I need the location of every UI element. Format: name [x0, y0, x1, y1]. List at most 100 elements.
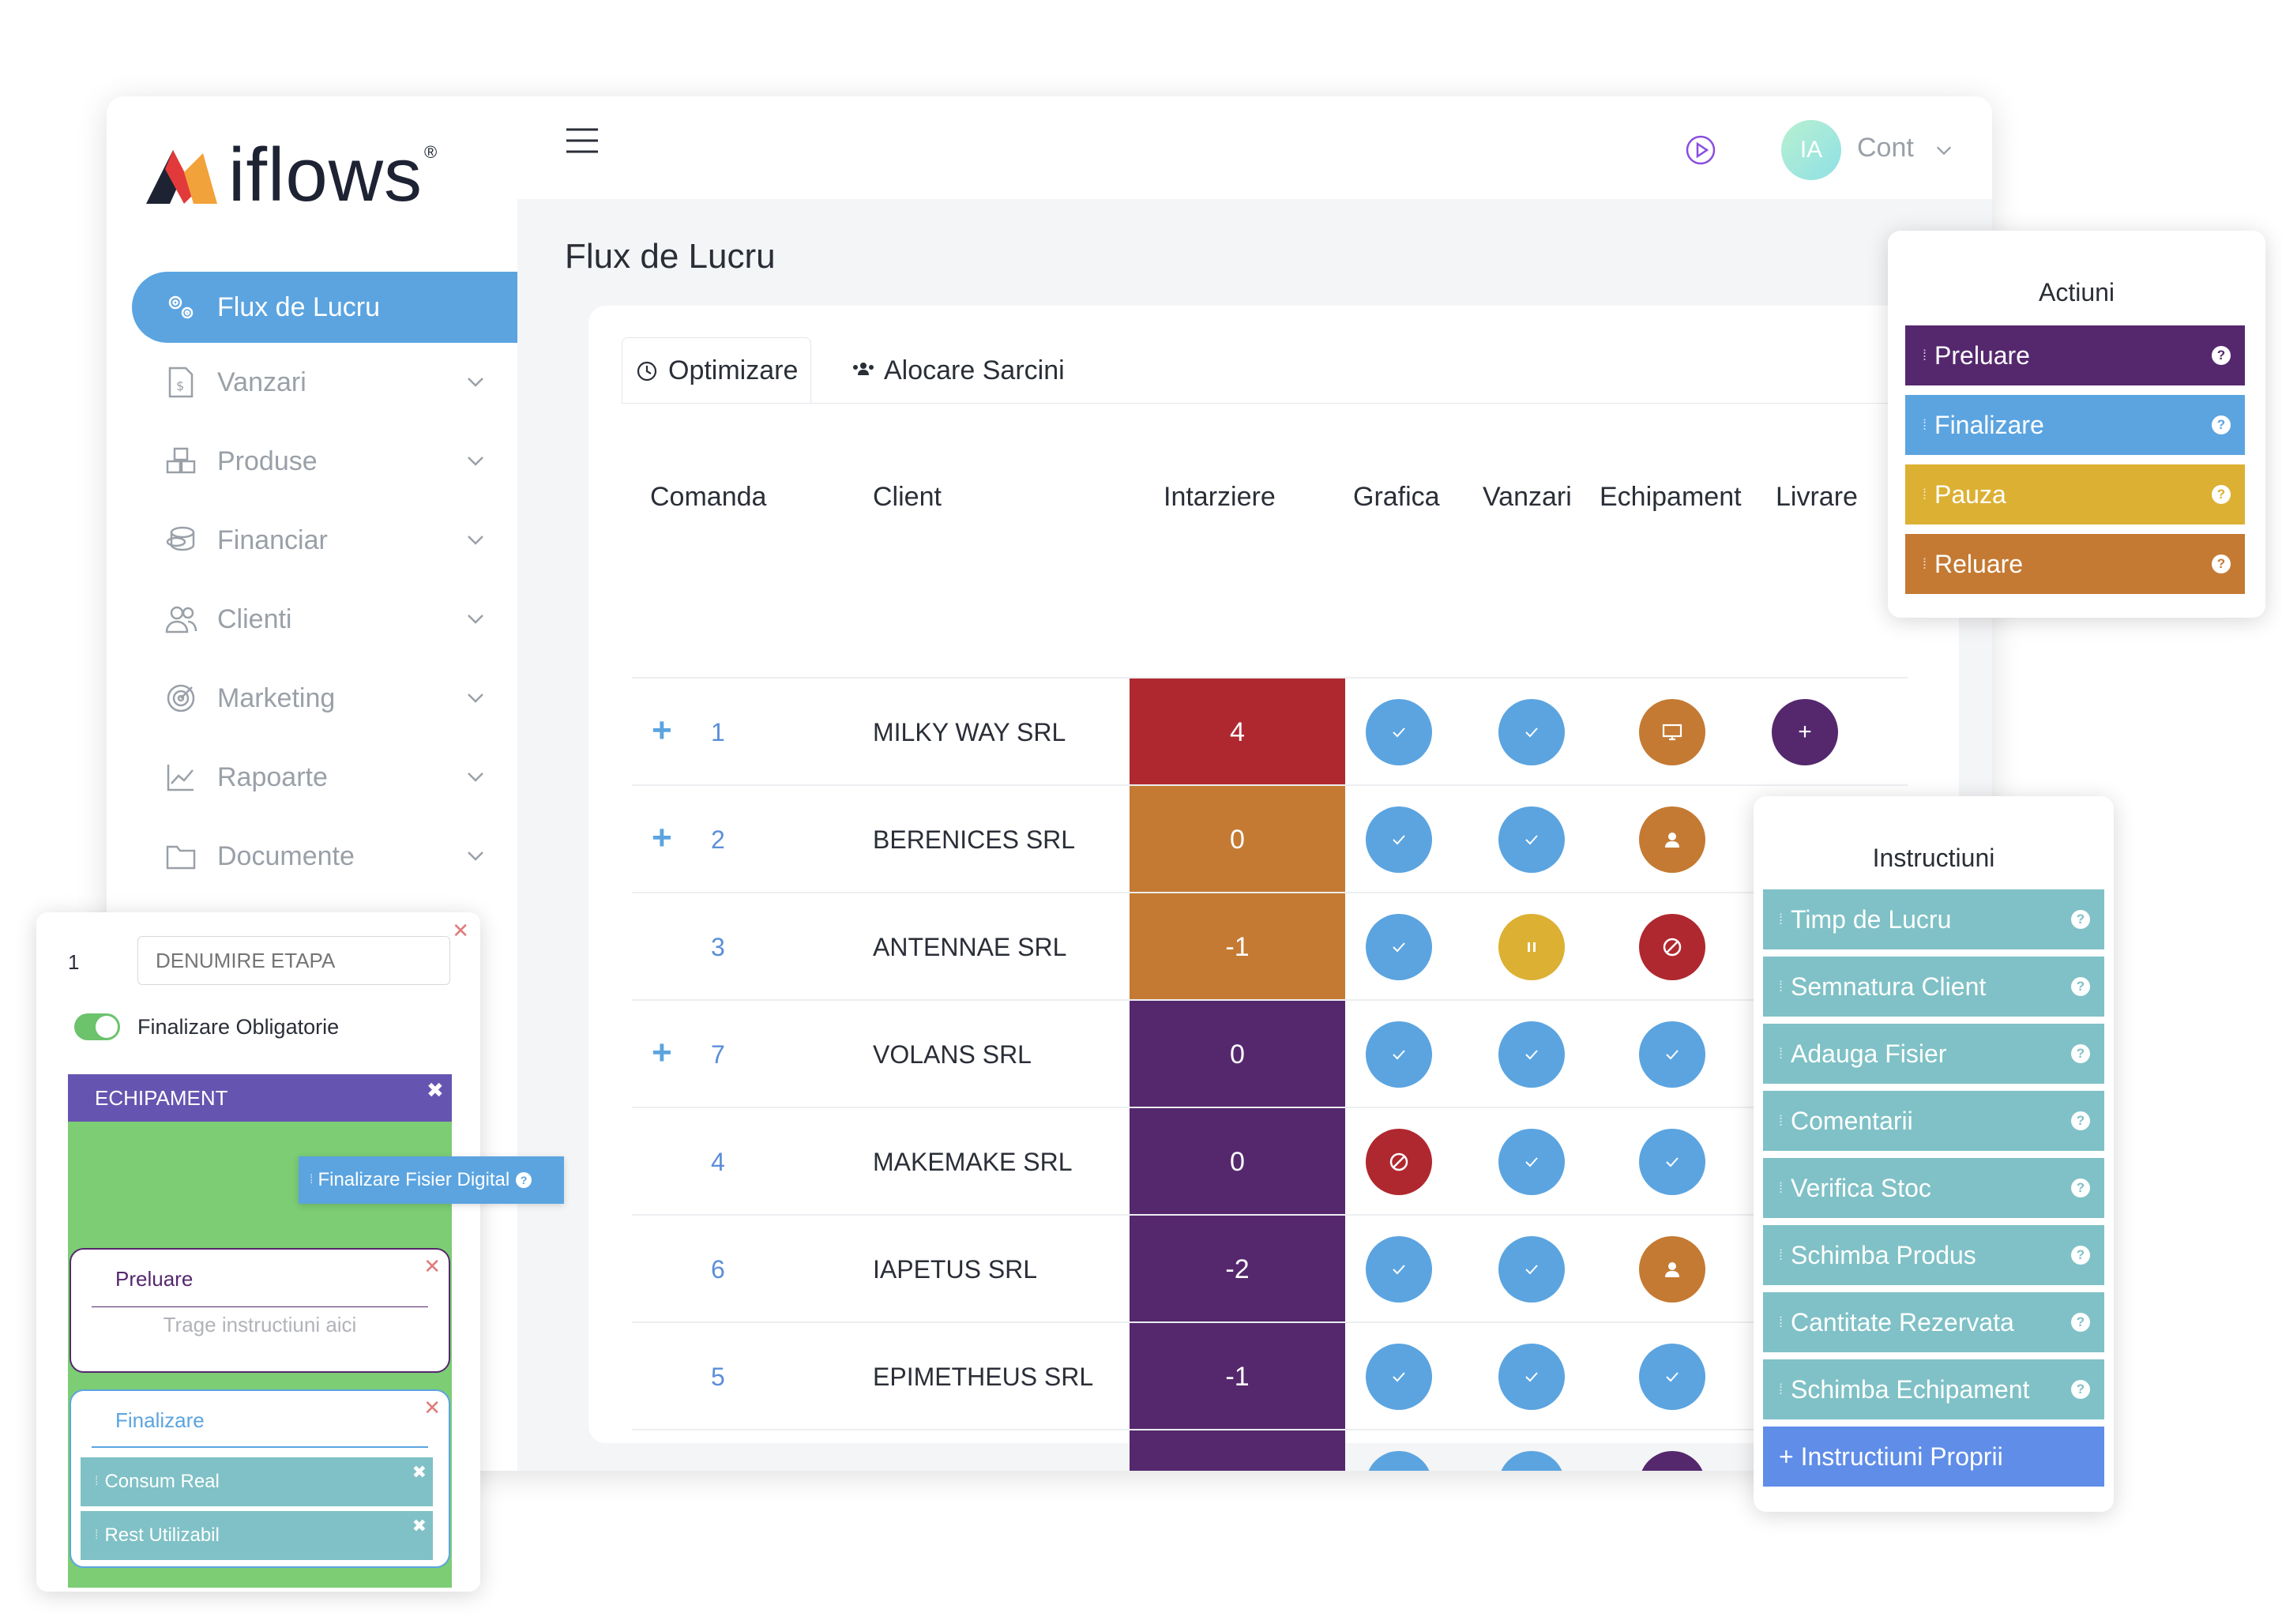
blocked-icon[interactable] — [1639, 914, 1705, 980]
close-icon[interactable]: ✕ — [452, 919, 469, 942]
instruction-adauga-fisier[interactable]: ⁞ Adauga Fisier? — [1763, 1024, 2104, 1084]
table-row[interactable]: 5 EPIMETHEUS SRL -1 — [632, 1321, 1908, 1430]
instruction-timp-de-lucru[interactable]: ⁞ Timp de Lucru? — [1763, 889, 2104, 949]
instruction-schimba-echipament[interactable]: ⁞ Schimba Echipament? — [1763, 1359, 2104, 1419]
finalizare-dropzone[interactable]: Finalizare ✕ ⁞ Consum Real ✖ ⁞ Rest Utiliz… — [70, 1389, 450, 1568]
drag-handle-icon[interactable]: ⁞ — [1923, 347, 1927, 363]
table-row[interactable]: 4 MAKEMAKE SRL 0 — [632, 1107, 1908, 1216]
column-header-comanda[interactable]: Comanda — [650, 482, 767, 512]
expand-row-button[interactable]: + — [652, 1465, 672, 1472]
brand-logo[interactable]: iflows ® — [146, 137, 437, 213]
tab-alocare-sarcini[interactable]: Alocare Sarcini — [849, 337, 1065, 404]
equipment-group-header[interactable]: ECHIPAMENT — [68, 1074, 452, 1122]
vanzari-done-check-icon[interactable] — [1498, 1344, 1565, 1410]
help-icon[interactable]: ? — [2071, 910, 2090, 929]
order-number[interactable]: 4 — [711, 1147, 725, 1176]
vanzari-done-check-icon[interactable] — [1498, 806, 1565, 873]
sidebar-item-documente[interactable]: Documente — [132, 817, 517, 896]
avatar[interactable]: IA — [1781, 120, 1841, 180]
table-row[interactable]: 6 IAPETUS SRL -2 — [632, 1214, 1908, 1323]
help-icon[interactable]: ? — [2071, 1246, 2090, 1265]
pause-icon[interactable] — [1498, 914, 1565, 980]
sidebar-item-vanzari[interactable]: $ Vanzari — [132, 343, 517, 422]
close-icon[interactable]: ✖ — [412, 1462, 427, 1482]
echipament-add-plus-icon[interactable]: + — [1639, 1451, 1705, 1471]
drag-handle-icon[interactable]: ⁞ — [1923, 486, 1927, 502]
stage-name-input[interactable] — [137, 936, 450, 985]
echipament-done-check-icon[interactable] — [1639, 1344, 1705, 1410]
sidebar-item-produse[interactable]: Produse — [132, 422, 517, 501]
column-header-vanzari[interactable]: Vanzari — [1483, 482, 1572, 512]
vanzari-done-check-icon[interactable] — [1498, 1236, 1565, 1303]
monitor-icon[interactable] — [1639, 699, 1705, 765]
action-reluare[interactable]: ⁞ Reluare ? — [1905, 534, 2245, 594]
drag-handle-icon[interactable]: ⁞ — [1779, 1045, 1784, 1062]
instruction-consum-real[interactable]: ⁞ Consum Real ✖ — [81, 1457, 433, 1506]
grafica-done-check-icon[interactable] — [1366, 1236, 1432, 1303]
user-icon[interactable] — [1639, 1236, 1705, 1303]
drag-handle-icon[interactable]: ⁞ — [1779, 1179, 1784, 1196]
help-icon[interactable]: ? — [2071, 1179, 2090, 1197]
grafica-done-check-icon[interactable] — [1366, 806, 1432, 873]
instruction-schimba-produs[interactable]: ⁞ Schimba Produs? — [1763, 1225, 2104, 1285]
tab-optimizare[interactable]: Optimizare — [622, 337, 812, 404]
grafica-done-check-icon[interactable] — [1366, 1344, 1432, 1410]
instruction-semnatura-client[interactable]: ⁞ Semnatura Client? — [1763, 957, 2104, 1017]
drag-handle-icon[interactable]: ⁞ — [1923, 416, 1927, 433]
expand-row-button[interactable]: + — [652, 711, 672, 750]
column-header-livrare[interactable]: Livrare — [1776, 482, 1858, 512]
account-menu-label[interactable]: Cont — [1857, 133, 1914, 163]
echipament-done-check-icon[interactable] — [1639, 1021, 1705, 1088]
action-preluare[interactable]: ⁞ Preluare ? — [1905, 325, 2245, 385]
help-icon[interactable]: ? — [2071, 1313, 2090, 1332]
chevron-down-icon[interactable] — [1934, 141, 1953, 160]
order-number[interactable]: 8 — [711, 1430, 725, 1472]
order-number[interactable]: 6 — [711, 1254, 725, 1284]
sidebar-item-flux-de-lucru[interactable]: Flux de Lucru — [132, 272, 517, 343]
blocked-icon[interactable] — [1366, 1129, 1432, 1195]
close-icon[interactable]: ✖ — [412, 1516, 427, 1536]
help-icon[interactable]: ? — [2212, 485, 2231, 504]
expand-row-button[interactable]: + — [652, 1033, 672, 1072]
order-number[interactable]: 3 — [711, 932, 725, 961]
user-icon[interactable] — [1639, 806, 1705, 873]
column-header-intarziere[interactable]: Intarziere — [1164, 482, 1276, 512]
table-row[interactable]: + 8 AEGAEON SRL -9 + — [632, 1429, 1908, 1471]
column-header-echipament[interactable]: Echipament — [1600, 482, 1742, 512]
column-header-client[interactable]: Client — [873, 482, 942, 512]
help-icon[interactable]: ? — [2071, 1380, 2090, 1399]
table-row[interactable]: + 7 VOLANS SRL 0 — [632, 999, 1908, 1108]
drag-handle-icon[interactable]: ⁞ — [1779, 911, 1784, 927]
sidebar-item-marketing[interactable]: Marketing — [132, 659, 517, 738]
echipament-done-check-icon[interactable] — [1639, 1129, 1705, 1195]
play-circle-icon[interactable] — [1685, 134, 1716, 166]
order-number[interactable]: 5 — [711, 1362, 725, 1391]
vanzari-done-check-icon[interactable] — [1498, 699, 1565, 765]
vanzari-done-check-icon[interactable] — [1498, 1129, 1565, 1195]
instruction-verifica-stoc[interactable]: ⁞ Verifica Stoc? — [1763, 1158, 2104, 1218]
drag-handle-icon[interactable]: ⁞ — [95, 1475, 99, 1488]
dragging-instruction-chip[interactable]: ⁞ Finalizare Fisier Digital ? — [299, 1156, 564, 1204]
drag-handle-icon[interactable]: ⁞ — [1779, 1314, 1784, 1330]
action-pauza[interactable]: ⁞ Pauza ? — [1905, 464, 2245, 524]
drag-handle-icon[interactable]: ⁞ — [1779, 1246, 1784, 1263]
vanzari-done-check-icon[interactable] — [1498, 1021, 1565, 1088]
close-icon[interactable]: ✖ — [427, 1078, 444, 1102]
sidebar-item-clienti[interactable]: Clienti — [132, 580, 517, 659]
help-icon[interactable]: ? — [2071, 977, 2090, 996]
close-icon[interactable]: ✕ — [423, 1254, 441, 1278]
grafica-done-check-icon[interactable] — [1366, 1021, 1432, 1088]
instruction-rest-utilizabil[interactable]: ⁞ Rest Utilizabil ✖ — [81, 1511, 433, 1560]
grafica-done-check-icon[interactable] — [1366, 1451, 1432, 1471]
help-icon[interactable]: ? — [2212, 554, 2231, 573]
help-icon[interactable]: ? — [516, 1172, 532, 1188]
drag-handle-icon[interactable]: ⁞ — [310, 1173, 314, 1186]
grafica-done-check-icon[interactable] — [1366, 914, 1432, 980]
order-number[interactable]: 7 — [711, 1039, 725, 1069]
help-icon[interactable]: ? — [2071, 1111, 2090, 1130]
table-row[interactable]: 3 ANTENNAE SRL -1 — [632, 892, 1908, 1001]
add-custom-instruction-button[interactable]: + Instructiuni Proprii — [1763, 1427, 2104, 1487]
grafica-done-check-icon[interactable] — [1366, 699, 1432, 765]
table-row[interactable]: + 2 BERENICES SRL 0 + — [632, 784, 1908, 893]
sidebar-item-financiar[interactable]: Financiar — [132, 501, 517, 580]
